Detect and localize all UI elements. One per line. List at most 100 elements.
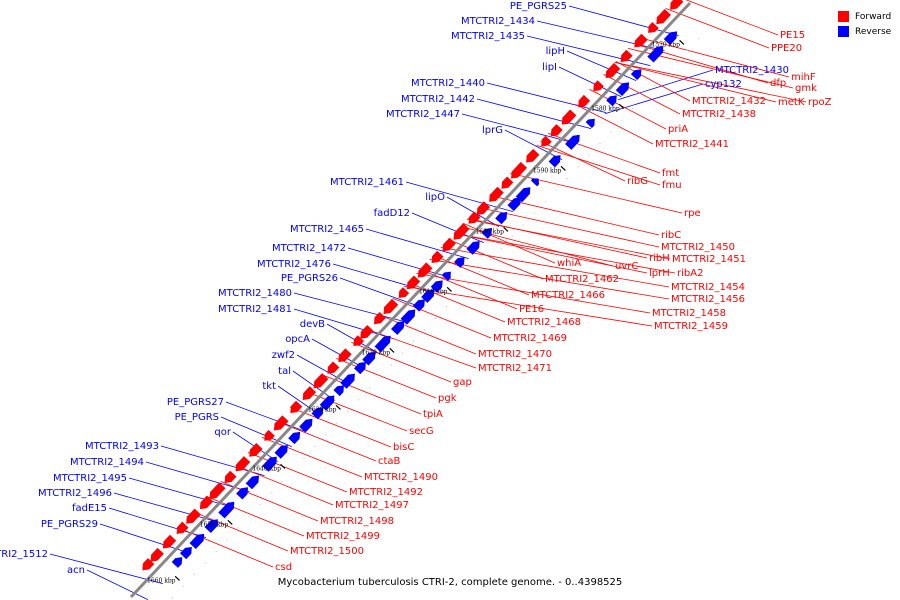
forward-connector (685, 0, 779, 36)
reverse-gene-label: qor (214, 427, 231, 438)
reverse-gene-arrow (171, 557, 183, 568)
forward-gene-arrow (302, 386, 316, 400)
tick-label: 1630 kbp (308, 406, 337, 413)
forward-gene-arrow (338, 348, 352, 363)
track-dot (434, 317, 436, 319)
track-dot (369, 387, 371, 389)
track-dot (621, 119, 623, 121)
reverse-gene-label: PE_PGRS (175, 412, 219, 423)
forward-gene-label: MTCTRI2_1498 (320, 516, 394, 527)
forward-gene-label: fmt (662, 168, 679, 179)
forward-connector (392, 298, 492, 339)
reverse-gene-arrow (481, 227, 493, 239)
tick-label: 1610 kbp (419, 288, 448, 295)
backbone-line (129, 1, 692, 599)
forward-gene-arrow (142, 558, 155, 571)
reverse-gene-label: MTCTRI2_1495 (53, 473, 127, 484)
forward-connector (192, 511, 289, 552)
reverse-gene-label: MTCTRI2_1476 (257, 259, 331, 270)
reverse-gene-label: MTCTRI2_1440 (411, 78, 485, 89)
reverse-swatch (838, 26, 849, 37)
tick-mark (560, 165, 566, 171)
forward-gene-arrow (593, 80, 604, 92)
reverse-gene-arrow (189, 533, 205, 550)
reverse-gene-label: PE_PGRS25 (510, 1, 567, 12)
forward-gene-arrow (620, 49, 633, 63)
tick-mark (679, 39, 685, 45)
forward-connector (638, 37, 790, 78)
forward-gene-label: dfp (770, 78, 786, 89)
tick-label: 1650 kbp (200, 521, 229, 528)
reverse-connector (326, 323, 380, 354)
forward-connector (453, 233, 648, 274)
forward-connector (364, 328, 477, 369)
reverse-gene-label: MTCTRI2_1480 (218, 288, 292, 299)
reverse-gene-label: devB (300, 319, 325, 330)
reverse-gene-label: MTCTRI2_1494 (70, 457, 144, 468)
track-dot (391, 364, 393, 366)
forward-gene-label: MTCTRI2_1490 (364, 472, 438, 483)
reverse-connector (461, 113, 578, 144)
track-dot (193, 574, 195, 576)
reverse-gene-arrow (319, 395, 335, 411)
reverse-gene-arrow (299, 418, 313, 433)
map-caption: Mycobacterium tuberculosis CTRI-2, compl… (277, 577, 623, 588)
forward-gene-label: MTCTRI2_1466 (531, 290, 605, 301)
reverse-gene-arrow (530, 178, 540, 187)
forward-connector (463, 223, 556, 264)
forward-gene-label: bisC (393, 442, 414, 453)
forward-connector (429, 259, 670, 300)
track-dot (588, 154, 590, 156)
forward-gene-arrow (431, 250, 444, 264)
reverse-gene-arrow (615, 82, 630, 97)
forward-gene-label: mihF (791, 72, 816, 83)
reverse-connector (296, 354, 351, 385)
forward-gene-label: MTCTRI2_1468 (507, 317, 581, 328)
tick-mark (174, 575, 180, 581)
reverse-gene-label: PE_PGRS26 (281, 273, 338, 284)
reverse-gene-arrow (374, 335, 391, 353)
forward-connector (419, 269, 518, 310)
forward-gene-label: secG (409, 426, 434, 437)
reverse-gene-label: MTCTRI2_1465 (290, 224, 364, 235)
forward-gene-label: MTCTRI2_1499 (306, 531, 380, 542)
tick-marks: 1570 kbp 1580 kbp 1590 kbp 1600 kbp 1610 kbp… (147, 38, 700, 599)
forward-gene-label: ribC (661, 230, 681, 241)
reverse-gene-label: MTCTRI2_1442 (401, 94, 475, 105)
reverse-gene-label: lipO (425, 192, 445, 203)
forward-gene-arrow (511, 161, 528, 179)
forward-connector (467, 219, 671, 260)
forward-gene-label: MTCTRI2_1469 (493, 333, 567, 344)
forward-gene-arrow (468, 211, 481, 224)
forward-connector (448, 239, 544, 280)
track-dot (665, 73, 667, 75)
forward-gene-label: PPE20 (771, 43, 802, 54)
forward-gene-arrow (353, 335, 364, 347)
forward-gene-arrow (249, 443, 263, 457)
reverse-gene-arrow (179, 546, 192, 560)
forward-gene-label: MTCTRI2_1441 (655, 139, 729, 150)
track-dot (445, 306, 447, 308)
forward-connector (478, 207, 660, 248)
forward-gene-arrow (561, 109, 577, 125)
forward-gene-arrow (398, 287, 410, 298)
track-dot (687, 49, 689, 51)
forward-gene-label: ribA2 (677, 268, 703, 279)
forward-gene-label: uvrC (615, 261, 638, 272)
reverse-gene-label: PE_PGRS29 (41, 519, 98, 530)
forward-gene-arrow (406, 275, 421, 290)
track-dot (248, 515, 250, 517)
tick-mark (335, 404, 341, 410)
forward-connector (407, 282, 506, 323)
forward-gene-label: MTCTRI2_1471 (478, 363, 552, 374)
forward-gene-arrow (442, 237, 456, 252)
reverse-gene-arrow (288, 431, 301, 445)
reverse-gene-label: zwf2 (272, 350, 295, 361)
reverse-gene-label: PE_PGRS27 (167, 397, 224, 408)
forward-gene-arrow (578, 94, 591, 108)
reverse-connector (220, 416, 292, 447)
track-dot (325, 434, 327, 436)
forward-gene-label: MTCTRI2_1492 (349, 487, 423, 498)
track-dot (347, 410, 349, 412)
forward-gene-label: fmu (662, 180, 682, 191)
